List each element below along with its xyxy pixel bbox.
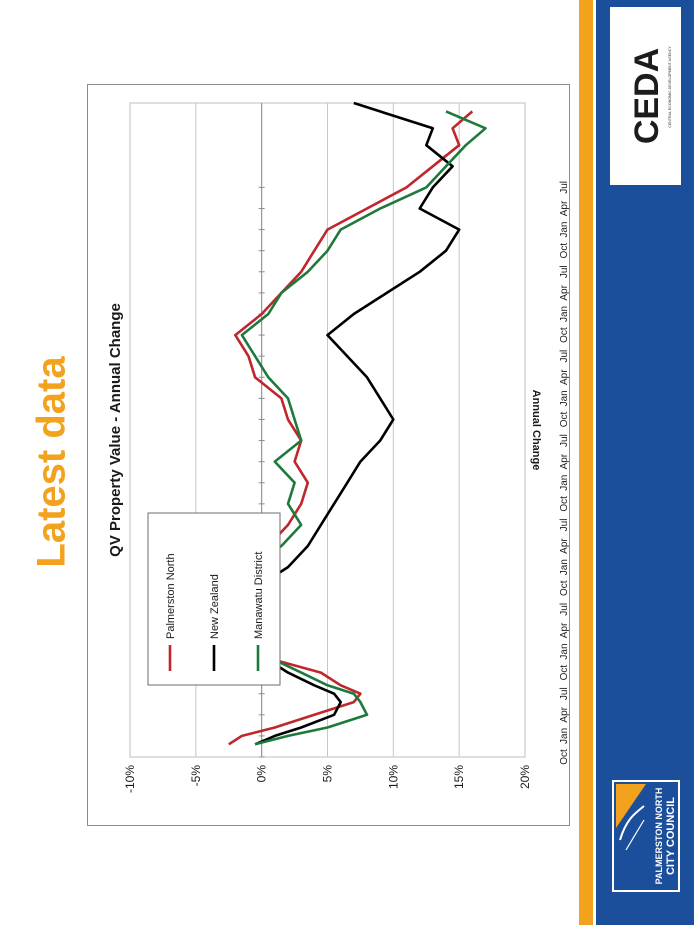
x-tick-label-month: Jul bbox=[559, 603, 570, 616]
ceda-logo-box: CEDA CENTRAL ECONOMIC DEVELOPMENT AGENCY bbox=[610, 7, 681, 185]
y-tick-label: 10% bbox=[386, 765, 400, 789]
y-tick-label: -5% bbox=[189, 765, 203, 787]
chart-title: QV Property Value - Annual Change bbox=[107, 303, 124, 557]
x-tick-label-month: Jan bbox=[559, 728, 570, 744]
x-tick-label-month: Oct bbox=[559, 580, 570, 596]
y-axis-label: Annual Change bbox=[530, 390, 542, 471]
x-tick-label-month: Apr bbox=[559, 200, 570, 216]
x-tick-label-month: Jan bbox=[559, 306, 570, 322]
x-tick-label-month: Jul bbox=[559, 687, 570, 700]
y-tick-label: 15% bbox=[452, 765, 466, 789]
x-tick-label-month: Apr bbox=[559, 369, 570, 385]
x-tick-label-month: Jan bbox=[559, 390, 570, 406]
x-tick-label-month: Apr bbox=[559, 453, 570, 469]
chart: -10% -5% 0% 5% 10% 15% 20% Oct Jan Apr Jul Oct Jan Ap… bbox=[107, 101, 570, 793]
x-tick-label-month: Oct bbox=[559, 665, 570, 681]
orange-stripe bbox=[579, 0, 593, 925]
y-tick-label: 0% bbox=[255, 765, 269, 783]
ceda-logo-subtext: CENTRAL ECONOMIC DEVELOPMENT AGENCY bbox=[668, 46, 672, 128]
series-line bbox=[227, 101, 461, 746]
x-tick-label-month: Oct bbox=[559, 243, 570, 259]
council-logo-line2: CITY COUNCIL bbox=[665, 797, 677, 875]
y-tick-label: 20% bbox=[518, 765, 532, 789]
x-tick-label-month: Jan bbox=[559, 222, 570, 238]
x-tick-label-month: Jul bbox=[559, 265, 570, 278]
x-tick-label-month: Oct bbox=[559, 411, 570, 427]
legend-label: Palmerston North bbox=[165, 553, 177, 639]
series-line bbox=[188, 110, 474, 746]
x-tick-label-month: Oct bbox=[559, 327, 570, 343]
x-tick-label-month: Jul bbox=[559, 434, 570, 447]
x-tick-label-month: Oct bbox=[559, 749, 570, 765]
x-tick-label-month: Apr bbox=[559, 622, 570, 638]
legend-label: Manawatu District bbox=[253, 552, 265, 639]
council-logo-line1: PALMERSTON NORTH bbox=[654, 788, 664, 885]
council-logo: PALMERSTON NORTH CITY COUNCIL bbox=[612, 780, 680, 892]
x-tick-label-month: Jul bbox=[559, 181, 570, 194]
chart-frame: -10% -5% 0% 5% 10% 15% 20% Oct Jan Apr Jul Oct Jan Ap… bbox=[87, 84, 570, 826]
x-tick-label-month: Apr bbox=[559, 538, 570, 554]
y-tick-label: 5% bbox=[321, 765, 335, 783]
x-tick-label-month: Jan bbox=[559, 475, 570, 491]
series-line bbox=[188, 110, 487, 746]
x-tick-label-month: Jul bbox=[559, 519, 570, 532]
legend-label: New Zealand bbox=[209, 574, 221, 639]
x-tick-label-month: Apr bbox=[559, 706, 570, 722]
x-tick-label-month: Apr bbox=[559, 284, 570, 300]
x-tick-label-month: Jan bbox=[559, 559, 570, 575]
page-title: Latest data bbox=[29, 356, 74, 568]
y-tick-label: -10% bbox=[123, 765, 137, 793]
x-tick-label-month: Jan bbox=[559, 643, 570, 659]
ceda-logo: CEDA CENTRAL ECONOMIC DEVELOPMENT AGENCY bbox=[628, 46, 672, 145]
x-tick-label-month: Oct bbox=[559, 496, 570, 512]
x-tick-label-month: Jul bbox=[559, 350, 570, 363]
ceda-logo-text: CEDA bbox=[628, 48, 666, 144]
